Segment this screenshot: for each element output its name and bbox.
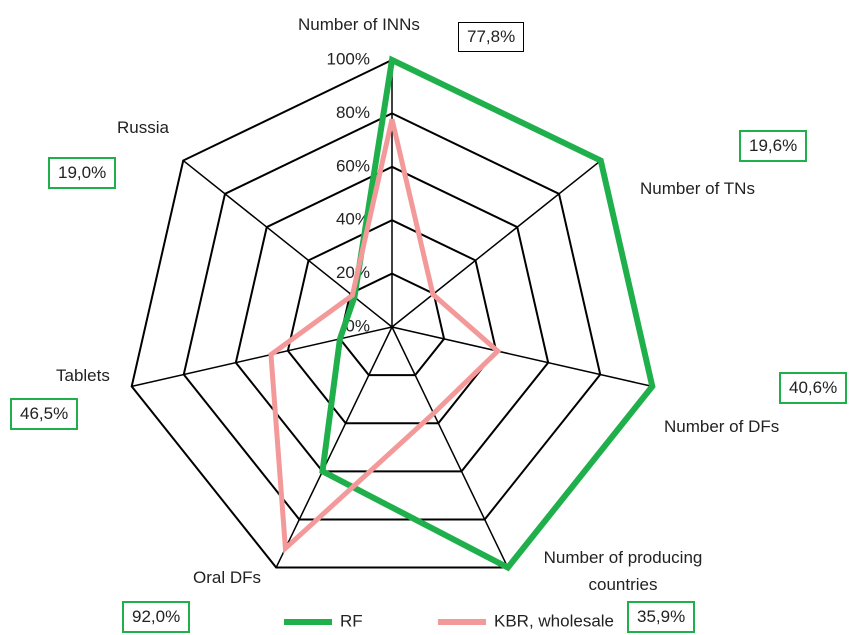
value-label: 77,8% [458, 22, 525, 52]
category-label: Russia [117, 118, 169, 137]
grid-ring [182, 112, 602, 521]
category-label: Tablets [56, 366, 110, 385]
value-label: 92,0% [122, 601, 191, 633]
spoke [391, 326, 653, 388]
series-line [319, 55, 656, 572]
y-tick-label: 60% [336, 156, 370, 175]
grid-ring [234, 165, 550, 473]
grid-ring [286, 219, 498, 425]
spoke [131, 326, 393, 388]
legend-label: RF [340, 611, 363, 630]
category-label: Number of DFs [664, 417, 780, 436]
value-label: 46,5% [10, 398, 79, 430]
y-tick-label: 20% [336, 263, 370, 282]
grid-ring [338, 272, 446, 377]
series-line [268, 118, 502, 554]
category-label: Number of INNs [298, 15, 420, 34]
value-label: 19,0% [48, 157, 117, 189]
value-label: 19,6% [739, 130, 808, 162]
y-tick-label: 0% [345, 316, 370, 335]
category-label: Number of TNs [640, 179, 755, 198]
spoke [275, 326, 393, 568]
spoke [182, 159, 393, 328]
value-label: 40,6% [779, 372, 848, 404]
y-tick-label: 80% [336, 103, 370, 122]
category-label: Oral DFs [193, 568, 261, 587]
y-tick-label: 40% [336, 210, 370, 229]
legend-label: KBR, wholesale [494, 611, 614, 630]
spoke [391, 326, 509, 568]
category-label: Number of producing countries [543, 548, 703, 594]
value-label: 35,9% [627, 601, 696, 633]
spoke [391, 159, 602, 328]
y-tick-label: 100% [327, 49, 370, 68]
